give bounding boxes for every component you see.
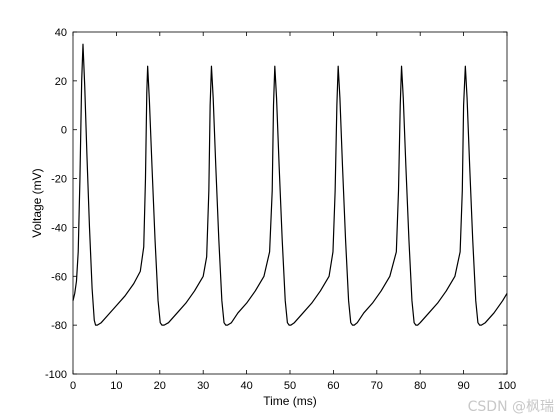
y-tick-label: -40	[51, 222, 67, 234]
x-tick-label: 90	[457, 380, 469, 392]
y-tick-label: -80	[51, 320, 67, 332]
y-tick-label: -20	[51, 174, 67, 186]
plot-frame	[72, 31, 508, 375]
y-axis-title: Voltage (mV)	[30, 168, 44, 237]
y-tick-label: 40	[55, 27, 67, 39]
y-axis: 40 20 0 -20 -40 -60 -80 -100	[45, 27, 507, 381]
x-tick-label: 100	[498, 380, 516, 392]
x-tick-label: 20	[154, 380, 166, 392]
voltage-trace-line	[72, 43, 508, 326]
x-tick-label: 30	[197, 380, 209, 392]
y-tick-label: -60	[51, 271, 67, 283]
x-tick-label: 0	[70, 380, 76, 392]
x-axis: 0 10 20 30 40 50 60 70 80 90 100	[70, 32, 516, 392]
x-axis-title: Time (ms)	[263, 394, 317, 408]
x-tick-label: 40	[240, 380, 252, 392]
x-tick-label: 50	[284, 380, 296, 392]
x-tick-label: 60	[327, 380, 339, 392]
x-tick-label: 70	[371, 380, 383, 392]
y-tick-label: 0	[61, 125, 67, 137]
x-tick-label: 80	[414, 380, 426, 392]
y-tick-label: 20	[55, 76, 67, 88]
watermark-text: CSDN @枫瑞	[467, 399, 554, 415]
x-tick-label: 10	[110, 380, 122, 392]
y-tick-label: -100	[45, 369, 67, 381]
